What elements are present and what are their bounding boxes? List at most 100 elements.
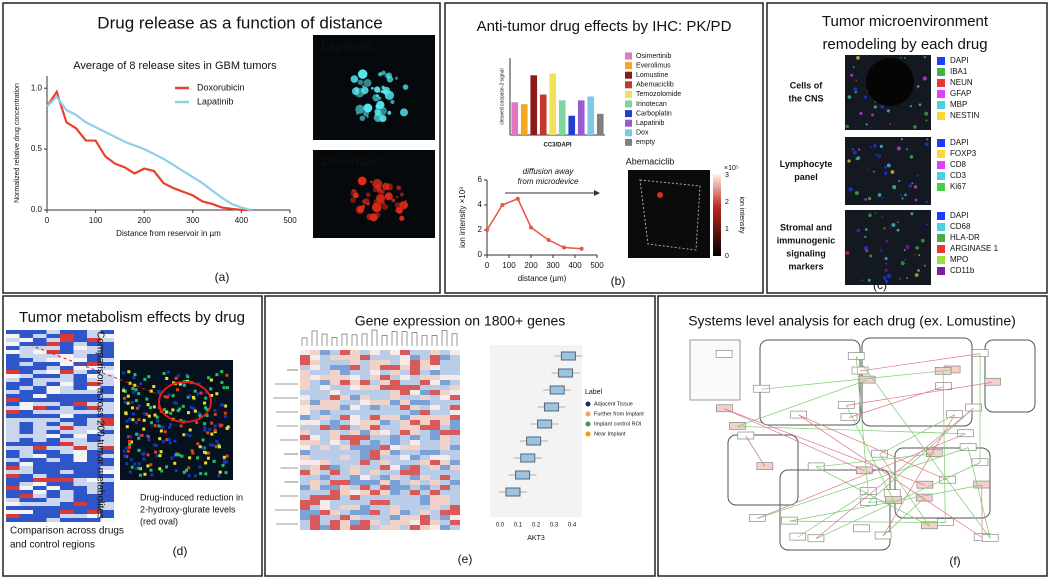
cell-speck — [891, 223, 896, 227]
row-label: markers — [788, 261, 823, 271]
msi-pixel — [188, 456, 192, 460]
heatmap-cell — [370, 465, 380, 470]
heatmap-cell — [410, 470, 420, 475]
heatmap-cell — [300, 420, 310, 425]
cell-speck — [913, 125, 917, 129]
heatmap-cell — [420, 360, 430, 365]
heatmap-cell — [320, 395, 330, 400]
point — [515, 196, 520, 201]
msi-pixel — [146, 435, 150, 439]
box — [549, 385, 565, 395]
heatmap-cell — [19, 386, 33, 390]
heatmap-cell — [410, 490, 420, 495]
heatmap-cell — [87, 402, 101, 406]
heatmap-cell — [19, 374, 33, 378]
heatmap-cell — [46, 362, 60, 366]
heatmap-cell — [33, 438, 47, 442]
heatmap-cell — [320, 380, 330, 385]
heatmap-cell — [33, 470, 47, 474]
heatmap-cell — [380, 420, 390, 425]
heatmap-cell — [100, 358, 114, 362]
heatmap-cell — [420, 430, 430, 435]
heatmap-cell — [19, 510, 33, 514]
signal-speck — [359, 115, 366, 122]
heatmap-cell — [380, 465, 390, 470]
msi-pixel — [204, 390, 208, 394]
signal-speck — [357, 79, 364, 86]
y-tick-label: 0.0 — [31, 205, 43, 214]
msi-pixel — [193, 474, 197, 478]
cell-speck — [916, 174, 919, 177]
msi-pixel — [137, 462, 141, 466]
heatmap-cell — [440, 405, 450, 410]
msi-pixel — [205, 451, 209, 455]
heatmap-cell — [350, 420, 360, 425]
heatmap-cell — [320, 515, 330, 520]
panel-label: (a) — [215, 270, 230, 284]
heatmap-cell — [340, 505, 350, 510]
heatmap-cell — [73, 494, 87, 498]
pathway-edge — [745, 435, 766, 467]
box — [560, 351, 576, 361]
heatmap-cell — [6, 486, 20, 490]
heatmap-cell — [6, 466, 20, 470]
heatmap-cell — [410, 440, 420, 445]
heatmap-cell — [46, 490, 60, 494]
heatmap-cell — [370, 385, 380, 390]
heatmap-cell — [33, 418, 47, 422]
heatmap-cell — [320, 510, 330, 515]
heatmap-cell — [60, 362, 74, 366]
cell-speck — [886, 274, 892, 279]
heatmap-cell — [390, 390, 400, 395]
heatmap-cell — [6, 506, 20, 510]
heatmap-cell — [390, 395, 400, 400]
msi-pixel — [218, 424, 222, 428]
heatmap-cell — [100, 470, 114, 474]
heatmap-cell — [330, 410, 340, 415]
heatmap-cell — [73, 430, 87, 434]
heatmap-cell — [390, 500, 400, 505]
msi-pixel — [149, 468, 153, 472]
signal-speck — [360, 72, 364, 75]
pathway-edge — [967, 447, 991, 539]
row-label: immunogenic — [777, 235, 836, 245]
msi-pixel — [215, 440, 219, 444]
heatmap-cell — [87, 446, 101, 450]
heatmap-cell — [87, 430, 101, 434]
heatmap-cell — [420, 435, 430, 440]
msi-pixel — [129, 440, 133, 444]
msi-pixel — [124, 412, 128, 416]
msi-pixel — [207, 376, 211, 380]
legend-label: Osimertinib — [636, 53, 672, 60]
signal-speck — [395, 195, 399, 199]
msi-pixel — [173, 461, 177, 465]
msi-pixel — [182, 383, 186, 387]
heatmap-cell — [19, 430, 33, 434]
y-tick-label: 1.0 — [31, 83, 43, 92]
heatmap-cell — [400, 390, 410, 395]
msi-pixel — [209, 387, 213, 391]
heatmap-cell — [410, 410, 420, 415]
heatmap-cell — [360, 485, 370, 490]
cell-speck — [892, 185, 897, 190]
msi-pixel — [131, 387, 135, 391]
panel-title: Tumor metabolism effects by drug — [19, 309, 245, 326]
heatmap-cell — [310, 505, 320, 510]
heatmap-cell — [390, 425, 400, 430]
pathway-edge — [816, 453, 935, 468]
heatmap-cell — [340, 465, 350, 470]
heatmap-cell — [410, 420, 420, 425]
heatmap-cell — [400, 365, 410, 370]
heatmap-cell — [33, 390, 47, 394]
heatmap-cell — [370, 470, 380, 475]
msi-pixel — [213, 424, 217, 428]
cell-speck — [926, 138, 929, 141]
heatmap-cell — [360, 505, 370, 510]
heatmap-cell — [430, 385, 440, 390]
msi-pixel — [150, 473, 154, 477]
heatmap-cell — [300, 390, 310, 395]
msi-pixel — [152, 443, 156, 447]
heatmap-cell — [6, 438, 20, 442]
heatmap-cell — [380, 505, 390, 510]
heatmap-cell — [390, 490, 400, 495]
